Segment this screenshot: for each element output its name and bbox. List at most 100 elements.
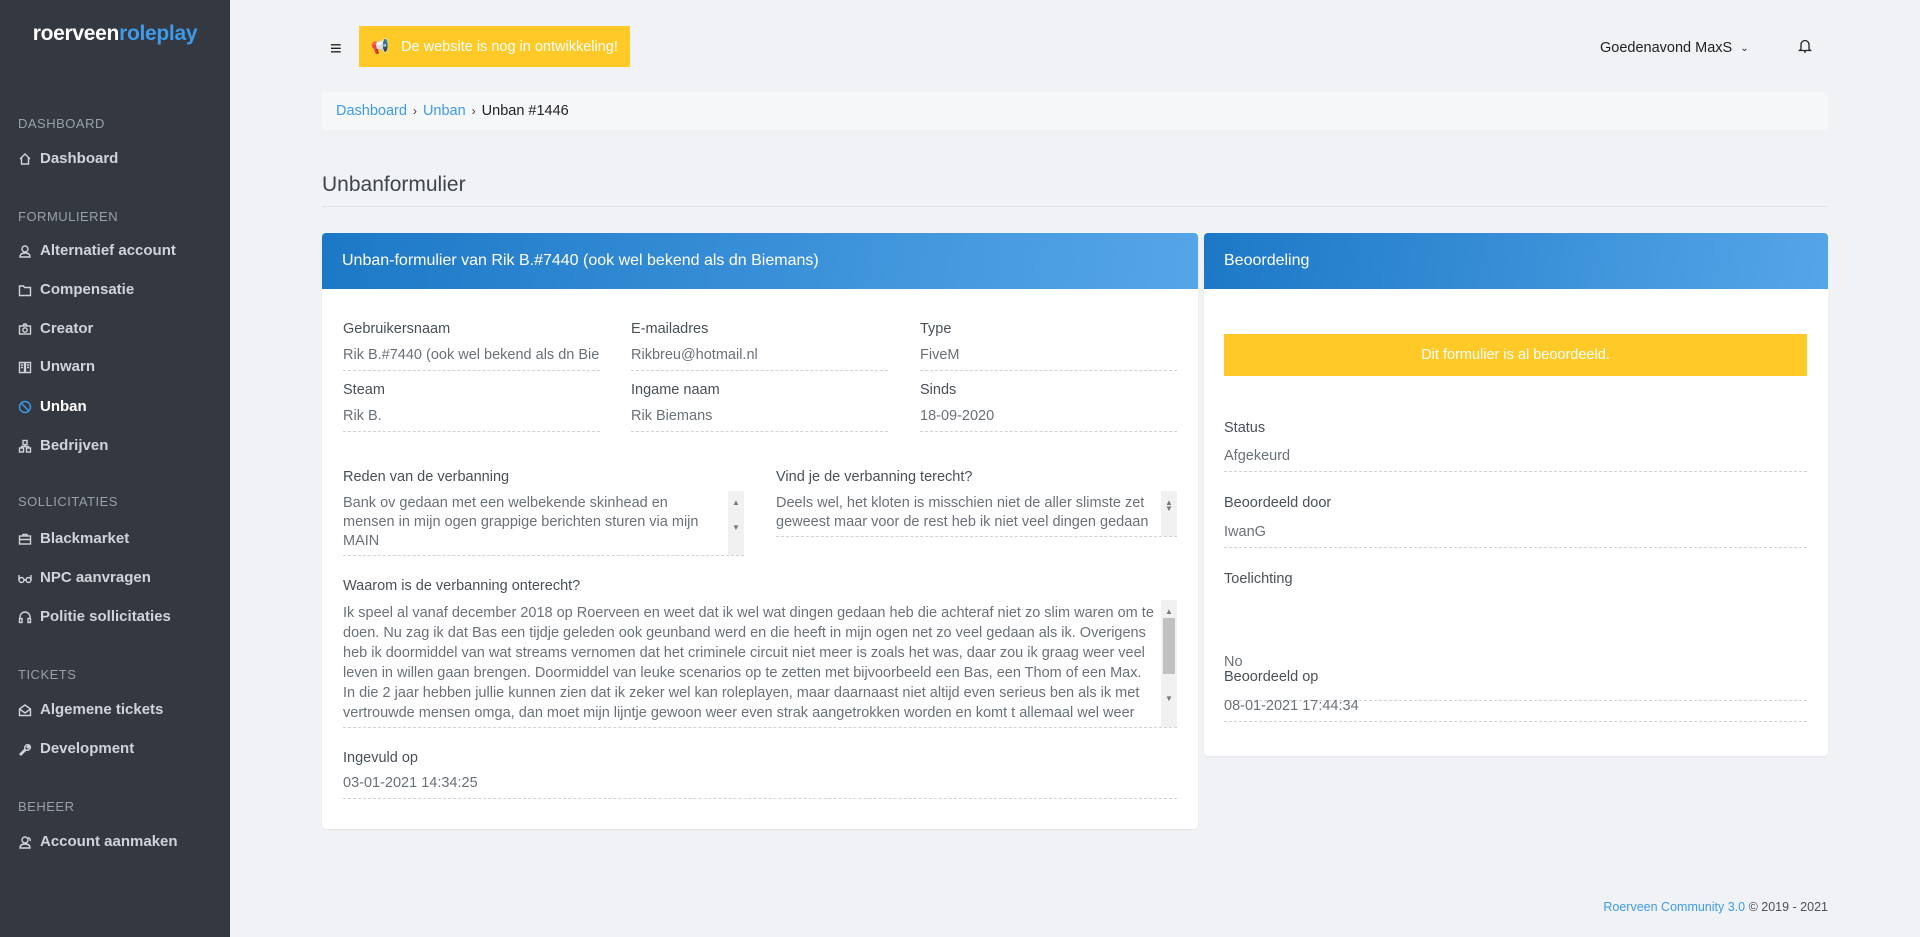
scrollbar[interactable]: ▲ ▼	[728, 491, 744, 555]
sidebar-item-label: Creator	[40, 320, 94, 337]
sidebar-item-blackmarket[interactable]: Blackmarket	[18, 530, 129, 547]
comment-label: Toelichting	[1224, 571, 1293, 587]
sidebar-section-dashboard: DASHBOARD	[18, 116, 105, 131]
field-value: 18-09-2020	[920, 405, 1177, 432]
unjust-textarea[interactable]: Ik speel al vanaf december 2018 op Roerv…	[343, 600, 1177, 728]
sidebar-item-label: Unwarn	[40, 358, 96, 375]
ban-icon	[18, 400, 32, 414]
footer-link[interactable]: Roerveen Community 3.0	[1603, 900, 1746, 914]
status-value: Afgekeurd	[1224, 445, 1807, 472]
user-icon	[18, 244, 32, 258]
comment-text: No	[1224, 654, 1243, 670]
unban-form-card: Unban-formulier van Rik B.#7440 (ook wel…	[322, 233, 1198, 829]
sidebar-item-label: Unban	[40, 398, 87, 415]
textarea-row: Reden van de verbanning Bank ov gedaan m…	[343, 469, 1177, 556]
field-value: FiveM	[920, 344, 1177, 371]
sidebar-item-label: Algemene tickets	[40, 701, 164, 718]
sidebar-item-dashboard[interactable]: Dashboard	[18, 150, 118, 167]
breadcrumb-unban[interactable]: Unban	[422, 103, 466, 119]
home-icon	[18, 152, 32, 166]
sidebar-item-npc-aanvragen[interactable]: NPC aanvragen	[18, 569, 151, 586]
field-label: Ingame naam	[631, 382, 720, 398]
form-fields: Gebruikersnaam Rik B.#7440 (ook wel beken…	[322, 289, 1198, 469]
sidebar-item-development[interactable]: Development	[18, 740, 134, 757]
sidebar-item-bedrijven[interactable]: Bedrijven	[18, 437, 108, 454]
footer: Roerveen Community 3.0 © 2019 - 2021	[1603, 900, 1828, 914]
bell-icon[interactable]	[1797, 38, 1813, 58]
sidebar-item-compensatie[interactable]: Compensatie	[18, 281, 134, 298]
menu-toggle-icon[interactable]: ≡	[330, 38, 342, 60]
sidebar-section-sollicitaties: SOLLICITATIES	[18, 494, 118, 509]
footer-copyright: © 2019 - 2021	[1745, 900, 1828, 914]
sidebar-item-label: Dashboard	[40, 150, 119, 167]
logo-part-1: roerveen	[32, 22, 120, 45]
sidebar-item-unwarn[interactable]: Unwarn	[18, 358, 95, 375]
scrollbar[interactable]: ▲ ▼	[1161, 491, 1177, 536]
page-title: Unbanformulier	[322, 173, 466, 196]
sidebar-item-label: NPC aanvragen	[40, 569, 151, 586]
status-label: Status	[1224, 420, 1266, 436]
justified-text: Deels wel, het kloten is misschien niet …	[776, 495, 1149, 530]
breadcrumb-dashboard[interactable]: Dashboard	[336, 103, 407, 119]
reason-text: Bank ov gedaan met een welbekende skinhe…	[343, 495, 699, 549]
field-label: E-mailadres	[631, 321, 709, 337]
sidebar-item-label: Development	[40, 740, 135, 757]
greeting: Goedenavond MaxS	[1600, 40, 1733, 56]
megaphone-icon: 📢	[371, 39, 390, 55]
field-label: Type	[920, 321, 952, 337]
wrench-icon	[18, 742, 32, 756]
sidebar-item-label: Alternatief account	[40, 242, 176, 259]
sidebar-item-label: Bedrijven	[40, 437, 109, 454]
sidebar-item-unban[interactable]: Unban	[18, 398, 87, 415]
unjust-text: Ik speel al vanaf december 2018 op Roerv…	[343, 605, 1154, 721]
scrollbar[interactable]: ▲ ▼	[1161, 600, 1177, 727]
glasses-icon	[18, 571, 32, 585]
field-value: Rik B.	[343, 405, 600, 432]
field-label: Steam	[343, 382, 385, 398]
chevron-right-icon: ›	[471, 104, 476, 118]
reviewed-at-label: Beoordeeld op	[1224, 669, 1319, 685]
sidebar-section-tickets: TICKETS	[18, 667, 77, 682]
users-icon	[18, 835, 32, 849]
field-value: Rik Biemans	[631, 405, 888, 432]
submitted-group: Ingevuld op 03-01-2021 14:34:25	[343, 750, 1177, 799]
justified-group: Vind je de verbanning terecht? Deels wel…	[776, 469, 1177, 556]
camera-icon	[18, 322, 32, 336]
chevron-right-icon: ›	[412, 104, 417, 118]
sidebar: roerveenroleplay DASHBOARD Dashboard FORMU…	[0, 0, 230, 937]
sidebar-item-algemene-tickets[interactable]: Algemene tickets	[18, 701, 163, 718]
logo-part-2: roleplay	[119, 22, 198, 45]
comment-textarea[interactable]: No	[1224, 651, 1807, 701]
unjust-label: Waarom is de verbanning onterecht?	[343, 578, 581, 594]
field-label: Gebruikersnaam	[343, 321, 451, 337]
sidebar-section-beheer: BEHEER	[18, 799, 75, 814]
book-icon	[18, 360, 32, 374]
sidebar-item-label: Account aanmaken	[40, 833, 178, 850]
review-card: Beoordeling Dit formulier is al beoordee…	[1204, 233, 1828, 756]
headset-icon	[18, 610, 32, 624]
chevron-down-icon: ⌄	[1740, 42, 1749, 54]
form-body: Reden van de verbanning Bank ov gedaan m…	[322, 469, 1198, 829]
justified-textarea[interactable]: Deels wel, het kloten is misschien niet …	[776, 491, 1177, 537]
divider	[322, 206, 1828, 207]
logo[interactable]: roerveenroleplay	[0, 22, 230, 46]
submitted-label: Ingevuld op	[343, 750, 418, 766]
breadcrumb: Dashboard › Unban › Unban #1446	[322, 92, 1828, 130]
reason-textarea[interactable]: Bank ov gedaan met een welbekende skinhe…	[343, 491, 744, 556]
reviewer-label: Beoordeeld door	[1224, 495, 1332, 511]
sidebar-item-label: Politie sollicitaties	[40, 608, 171, 625]
field-value: Rik B.#7440 (ook wel bekend als dn Biema…	[343, 344, 600, 371]
sidebar-item-label: Compensatie	[40, 281, 135, 298]
sidebar-item-account-aanmaken[interactable]: Account aanmaken	[18, 833, 178, 850]
card-title: Beoordeling	[1204, 233, 1828, 289]
justified-label: Vind je de verbanning terecht?	[776, 469, 973, 485]
sitemap-icon	[18, 439, 32, 453]
submitted-value: 03-01-2021 14:34:25	[343, 772, 1177, 799]
field-value: Rikbreu@hotmail.nl	[631, 344, 888, 371]
user-dropdown[interactable]: Goedenavond MaxS ⌄	[1600, 40, 1749, 56]
breadcrumb-current: Unban #1446	[481, 103, 569, 119]
sidebar-item-creator[interactable]: Creator	[18, 320, 93, 337]
sidebar-item-politie-sollicitaties[interactable]: Politie sollicitaties	[18, 608, 171, 625]
sidebar-item-alternatief-account[interactable]: Alternatief account	[18, 242, 176, 259]
banner-text: De website is nog in ontwikkeling!	[401, 38, 618, 55]
